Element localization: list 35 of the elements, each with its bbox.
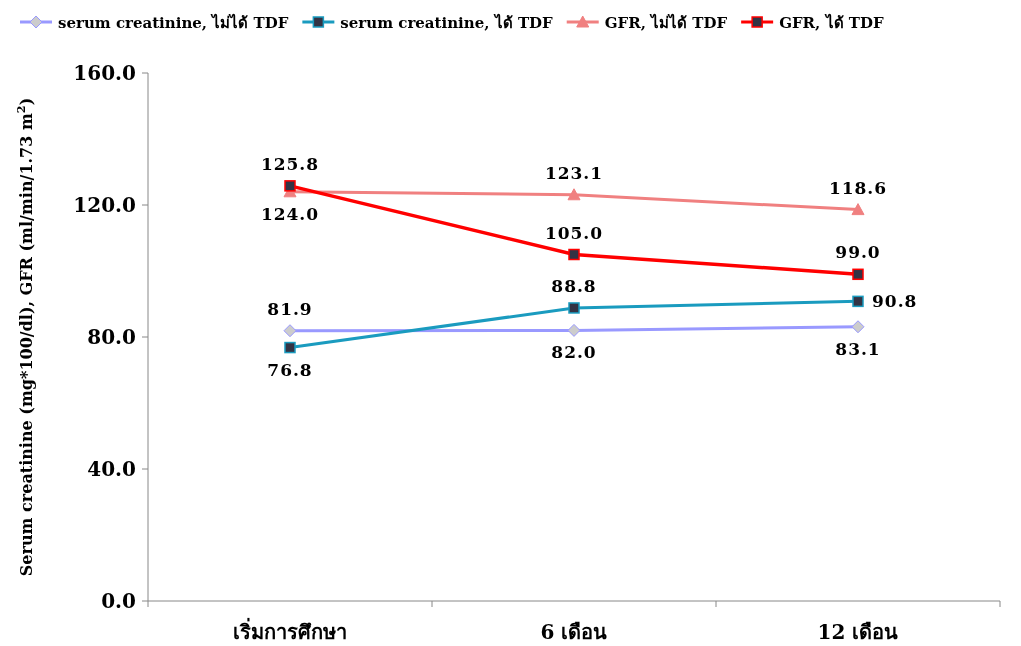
point <box>567 323 581 337</box>
legend-label: serum creatinine, ไม่ได้ TDF <box>58 13 289 32</box>
legend-label: GFR, ไม่ได้ TDF <box>604 13 728 32</box>
data-label: 83.1 <box>835 338 881 359</box>
data-label: 76.8 <box>267 359 313 380</box>
data-label: 90.8 <box>872 291 918 312</box>
y-tick-label: 80.0 <box>87 325 136 349</box>
point <box>284 341 296 354</box>
data-label: 118.6 <box>828 177 888 198</box>
data-label: 81.9 <box>267 298 313 319</box>
point <box>283 324 297 338</box>
point <box>851 203 865 216</box>
y-tick-label: 160.0 <box>73 61 136 85</box>
point <box>851 320 865 334</box>
data-label: 82.0 <box>551 342 597 363</box>
data-label: 99.0 <box>835 242 881 263</box>
point <box>852 295 864 308</box>
point <box>284 180 296 192</box>
legend-label: GFR, ได้ TDF <box>779 13 884 32</box>
point <box>568 248 580 261</box>
y-tick-label: 40.0 <box>87 457 136 481</box>
y-tick-label: 0.0 <box>101 589 136 613</box>
data-label: 125.8 <box>260 153 320 174</box>
point <box>567 188 581 201</box>
x-tick-label: 6 เดือน <box>540 620 608 644</box>
y-tick-label: 120.0 <box>73 193 136 217</box>
data-label: 124.0 <box>260 203 320 224</box>
data-label: 123.1 <box>544 162 604 183</box>
data-label: 105.0 <box>544 222 604 243</box>
x-tick-label: เริ่มการศึกษา <box>233 617 347 644</box>
data-label: 88.8 <box>551 275 597 296</box>
point <box>852 268 864 281</box>
x-tick-label: 12 เดือน <box>817 620 899 644</box>
legend-label: serum creatinine, ได้ TDF <box>340 13 554 32</box>
point <box>568 302 580 314</box>
